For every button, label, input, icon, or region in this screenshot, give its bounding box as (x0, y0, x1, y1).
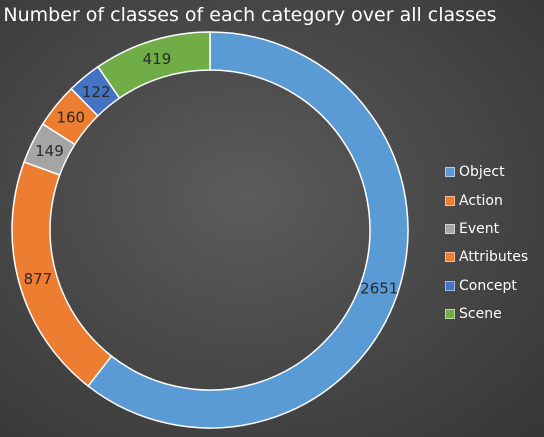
legend-swatch-attributes (445, 252, 455, 263)
legend-item-object: Object (445, 158, 528, 186)
chart-title: Number of classes of each category over … (3, 4, 497, 26)
legend-label-action: Action (459, 192, 503, 209)
donut-slice-scene (96, 31, 211, 100)
slice-label-concept: 122 (82, 83, 111, 101)
slice-label-object: 2651 (360, 279, 398, 297)
legend-label-concept: Concept (459, 277, 517, 294)
slice-label-event: 149 (35, 142, 64, 160)
legend-item-attributes: Attributes (445, 243, 528, 271)
legend-swatch-scene (445, 309, 455, 320)
legend-swatch-concept (445, 280, 455, 291)
legend-label-attributes: Attributes (459, 249, 529, 266)
legend-swatch-event (445, 223, 455, 234)
legend: Object Action Event Attributes Concept Scene (445, 158, 528, 328)
legend-item-event: Event (445, 215, 528, 243)
legend-label-event: Event (459, 220, 500, 237)
legend-label-object: Object (459, 164, 505, 181)
legend-swatch-action (445, 195, 455, 206)
legend-label-scene: Scene (459, 306, 502, 323)
legend-item-action: Action (445, 186, 528, 214)
slice-label-attributes: 877 (24, 270, 53, 288)
legend-swatch-object (445, 167, 455, 178)
donut-slice-object (87, 31, 409, 429)
slice-label-action: 160 (56, 109, 85, 127)
legend-item-concept: Concept (445, 272, 528, 300)
legend-item-scene: Scene (445, 300, 528, 328)
slice-label-scene: 419 (143, 50, 172, 68)
